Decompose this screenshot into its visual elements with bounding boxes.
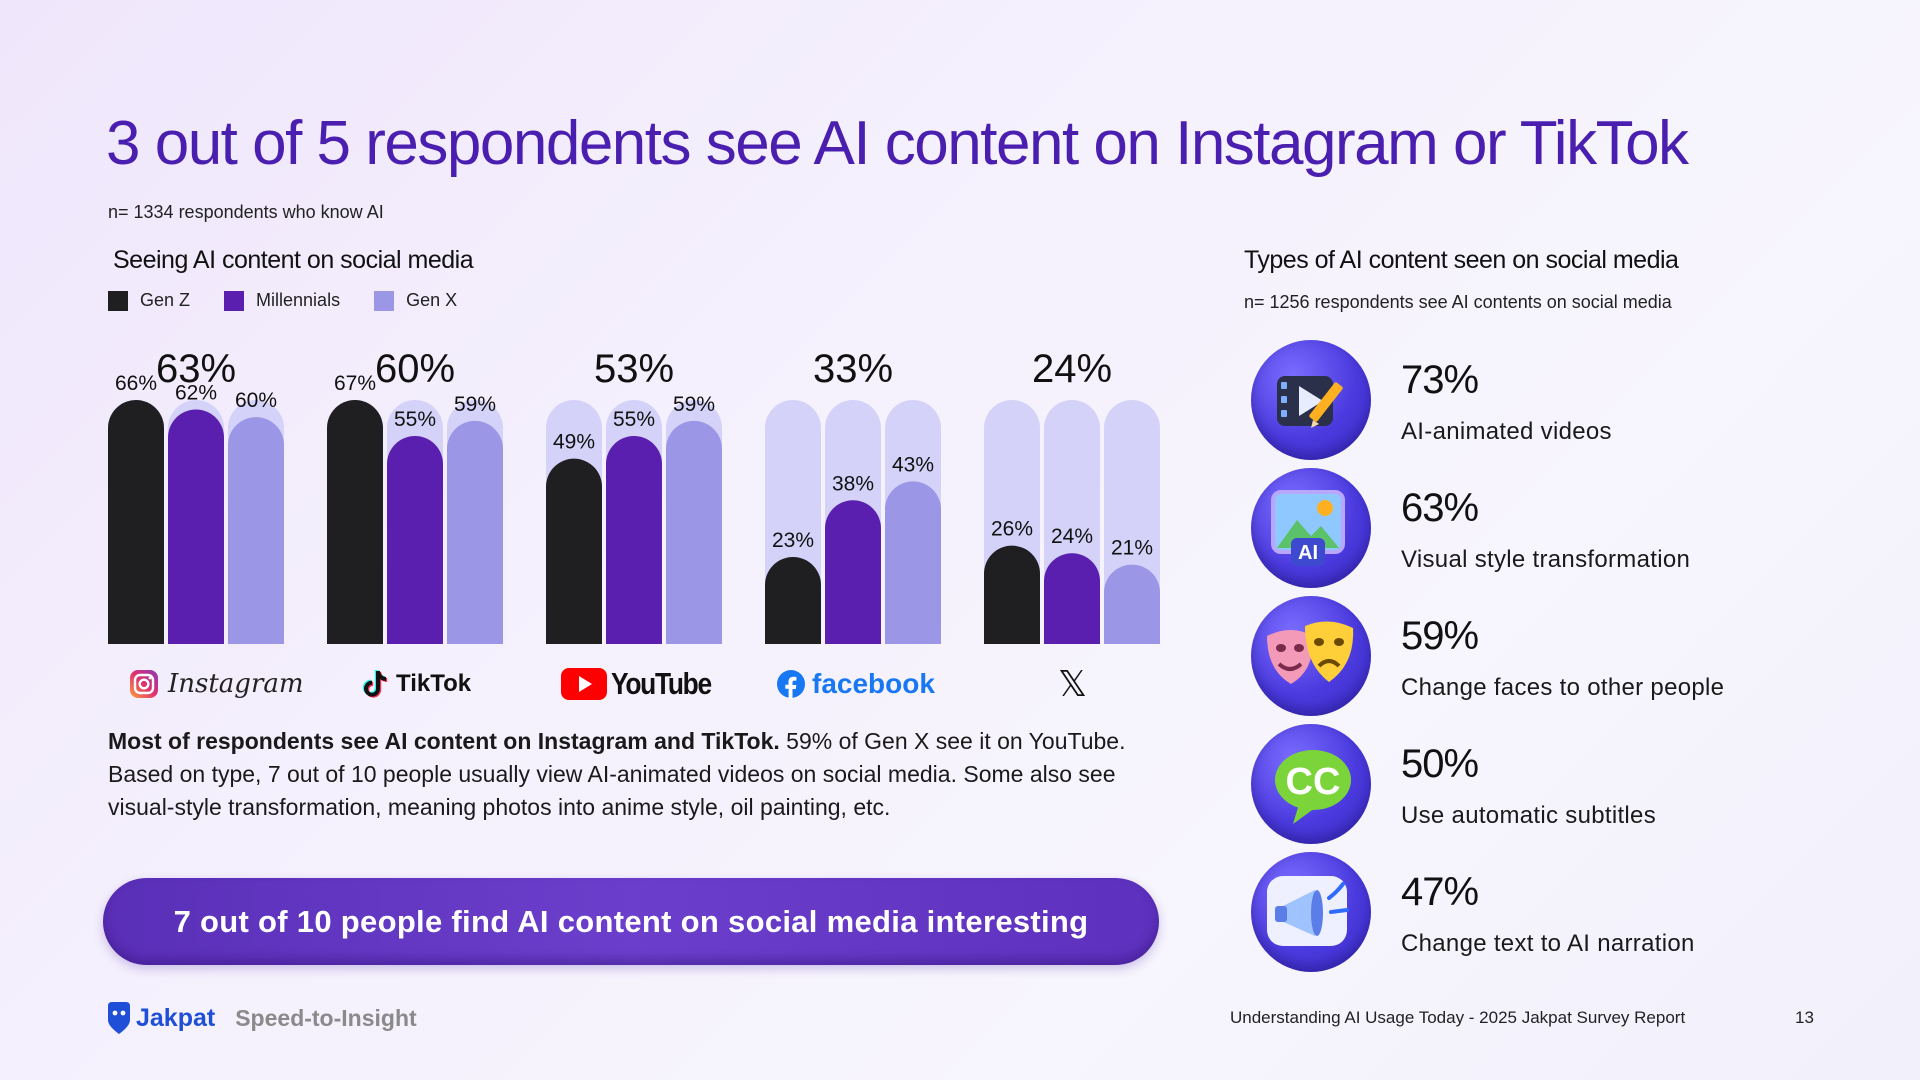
bar-millennials	[168, 409, 224, 644]
jakpat-logo-icon	[108, 1002, 130, 1034]
bar-value-label: 66%	[115, 372, 157, 395]
page-title: 3 out of 5 respondents see AI content on…	[106, 109, 1689, 178]
legend-label-gen-z: Gen Z	[140, 290, 191, 310]
bar-gen-x	[666, 420, 722, 644]
type-pct: 63%	[1401, 486, 1479, 530]
instagram-icon	[130, 670, 158, 698]
x-wordmark: 𝕏	[1058, 663, 1088, 705]
platform-total-label: 60%	[375, 347, 455, 391]
bar-gen-x	[228, 417, 284, 644]
bar-millennials	[606, 435, 662, 644]
youtube-logo: YouTube	[561, 662, 729, 706]
instagram-logo: Instagram	[128, 662, 304, 706]
type-item-visual-style: AI 63% Visual style transformation	[1251, 468, 1891, 590]
type-label: Visual style transformation	[1401, 546, 1691, 573]
bar-value-label: 24%	[1051, 525, 1093, 548]
bar-value-label: 62%	[175, 382, 217, 405]
bar-value-label: 67%	[334, 372, 376, 395]
type-pct: 59%	[1401, 614, 1479, 658]
legend-label-millennials: Millennials	[256, 290, 341, 310]
bar-gen-x	[447, 420, 503, 644]
type-item-ai-narration: 47% Change text to AI narration	[1251, 852, 1891, 974]
type-item-change-faces: 59% Change faces to other people	[1251, 596, 1891, 718]
platform-logos: Instagram TikTok YouTube facebook 𝕏	[0, 662, 1920, 712]
bar-gen-z	[108, 400, 164, 644]
bar-value-label: 59%	[673, 393, 715, 416]
brand-tagline: Speed-to-Insight	[235, 1004, 417, 1031]
type-label: Change text to AI narration	[1401, 930, 1695, 957]
bar-gen-z	[546, 458, 602, 644]
youtube-icon	[561, 668, 607, 700]
bar-gen-x	[885, 481, 941, 644]
key-insight-banner: 7 out of 10 people find AI content on so…	[103, 878, 1159, 965]
bar-millennials	[825, 500, 881, 644]
type-label: Use automatic subtitles	[1401, 802, 1657, 829]
legend-swatch-gen-x	[374, 290, 395, 311]
page-number: 13	[1795, 1008, 1814, 1027]
summary-rest: 59% of Gen X see it on YouTube. Based on…	[108, 728, 1126, 820]
legend-item-millennials: Millennials	[224, 290, 340, 311]
bar-value-label: 55%	[394, 408, 436, 431]
bar-gen-z	[765, 557, 821, 644]
legend-label-gen-x: Gen X	[406, 290, 458, 310]
bar-value-label: 26%	[991, 518, 1033, 541]
type-label: Change faces to other people	[1401, 674, 1725, 701]
bar-gen-z	[984, 545, 1040, 644]
tiktok-icon	[362, 670, 388, 698]
legend-swatch-gen-z	[108, 290, 128, 311]
facebook-icon	[777, 670, 805, 699]
platform-total-label: 63%	[156, 347, 236, 391]
bar-millennials	[387, 435, 443, 644]
bar-value-label: 38%	[832, 472, 874, 495]
type-item-ai-animated-videos: 73% AI-animated videos	[1251, 340, 1891, 462]
sample-size-note: n= 1334 respondents who know AI	[108, 202, 384, 222]
tiktok-wordmark: TikTok	[396, 670, 472, 697]
platform-total-label: 33%	[813, 347, 893, 391]
ai-image-icon: AI	[1251, 468, 1371, 588]
summary-bold: Most of respondents see AI content on In…	[108, 728, 780, 754]
facebook-wordmark: facebook	[812, 668, 935, 699]
facebook-logo: facebook	[776, 662, 935, 706]
bar-value-label: 60%	[235, 389, 277, 412]
bar-value-label: 49%	[553, 431, 595, 454]
footer-brand: Jakpat Speed-to-Insight	[106, 1002, 417, 1034]
bar-value-label: 23%	[772, 529, 814, 552]
bar-millennials	[1044, 553, 1100, 644]
svg-text:CC: CC	[1286, 761, 1341, 803]
brand-name: Jakpat	[136, 1003, 216, 1032]
type-pct: 47%	[1401, 870, 1479, 914]
theater-masks-icon	[1251, 596, 1371, 716]
x-logo: 𝕏	[1058, 662, 1087, 706]
types-sample-note: n= 1256 respondents see AI contents on s…	[1244, 292, 1672, 312]
legend-swatch-millennials	[224, 290, 245, 311]
bar-value-label: 59%	[454, 393, 496, 416]
svg-text:AI: AI	[1298, 542, 1318, 564]
platform-total-label: 24%	[1032, 347, 1112, 391]
chart-heading: Seeing AI content on social media	[113, 246, 474, 274]
bar-value-label: 43%	[892, 453, 934, 476]
type-pct: 73%	[1401, 358, 1479, 402]
report-title: Understanding AI Usage Today - 2025 Jakp…	[1230, 1008, 1686, 1027]
type-label: AI-animated videos	[1401, 418, 1612, 445]
cc-bubble-icon: CC	[1251, 724, 1371, 844]
instagram-wordmark: Instagram	[168, 669, 304, 699]
type-pct: 50%	[1401, 742, 1479, 786]
type-item-subtitles: CC 50% Use automatic subtitles	[1251, 724, 1891, 846]
platform-total-label: 53%	[594, 347, 674, 391]
tiktok-logo: TikTok	[362, 662, 471, 706]
bar-value-label: 21%	[1111, 537, 1153, 560]
megaphone-icon	[1251, 852, 1371, 972]
youtube-wordmark: YouTube	[611, 666, 712, 701]
bar-gen-x	[1104, 564, 1160, 644]
bar-value-label: 55%	[613, 408, 655, 431]
summary-paragraph: Most of respondents see AI content on In…	[108, 725, 1168, 824]
types-heading: Types of AI content seen on social media	[1244, 246, 1679, 274]
legend-item-gen-x: Gen X	[374, 290, 457, 311]
bar-chart: 63%66% 62% 60%60%67%55%59%53%49%55%59%33%2…	[108, 347, 1160, 644]
video-pencil-icon	[1251, 340, 1371, 460]
legend-item-gen-z: Gen Z	[108, 290, 190, 311]
chart-legend: Gen Z Millennials Gen X	[108, 290, 457, 311]
bar-gen-z	[327, 400, 383, 644]
